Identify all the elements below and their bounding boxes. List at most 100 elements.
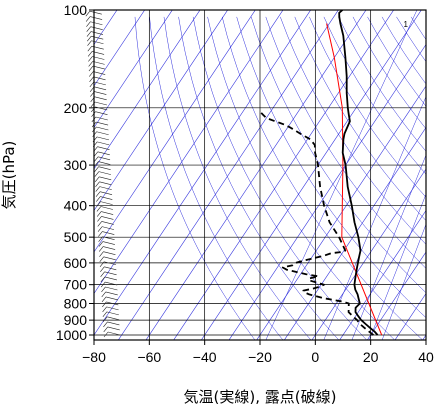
wind-barb [101, 291, 118, 298]
wind-barb [92, 136, 110, 143]
wind-barb [97, 216, 114, 222]
mixing-ratio-line [323, 95, 426, 340]
mixing-ratio-line [265, 10, 418, 340]
wind-barb [92, 131, 109, 137]
isotherm-line [311, 168, 426, 340]
reference-line-layer [326, 23, 383, 336]
wind-barb [96, 196, 113, 202]
wind-barb [99, 251, 116, 257]
mixing-ratio-label: 1 [404, 20, 409, 29]
x-axis-label: 気温(実線), 露点(破線) [184, 388, 337, 406]
wind-barb [99, 261, 117, 267]
dry-adiabat-line [236, 16, 426, 319]
wind-barb [96, 206, 113, 212]
wind-barb [103, 331, 121, 338]
dry-adiabat-line [134, 16, 256, 340]
isotherm-line [94, 10, 118, 46]
wind-barb [102, 311, 119, 318]
y-tick-label: 200 [64, 100, 88, 116]
isotherm-line [94, 10, 229, 212]
dry-adiabat-line [309, 16, 426, 198]
wind-barb [85, 16, 103, 22]
wind-barb [93, 151, 110, 158]
x-tick-label: −40 [193, 349, 217, 365]
y-axis-label: 気圧(hPa) [0, 141, 18, 210]
y-tick-label: 800 [64, 296, 88, 312]
dry-adiabat-line [410, 16, 426, 40]
wind-barb [101, 296, 119, 303]
wind-barb [88, 61, 105, 67]
dry-adiabat-line [352, 16, 426, 130]
dry-adiabat-line [280, 16, 426, 245]
y-tick-label: 500 [64, 229, 88, 245]
wind-barb [98, 236, 115, 242]
wind-barb [92, 141, 110, 148]
wind-barb [86, 26, 103, 32]
wind-barb [95, 181, 112, 187]
wind-barb [98, 241, 115, 247]
wind-barb [94, 171, 111, 177]
wind-barb [102, 306, 119, 313]
x-tick-label: 0 [311, 349, 319, 365]
isotherm-line [228, 43, 426, 340]
x-tick-label: −20 [248, 349, 272, 365]
wind-barb [95, 186, 112, 192]
mixing-ratio-line [369, 193, 426, 340]
wind-barb [98, 246, 116, 252]
wind-barb [100, 271, 117, 278]
y-tick-label: 300 [64, 157, 88, 173]
isotherm-line [94, 10, 284, 295]
dry-adiabat-line [294, 16, 426, 221]
isotherm-line [366, 251, 426, 340]
isotherm-line [94, 10, 173, 129]
isotherm-line [200, 10, 422, 340]
isotherm-line [145, 10, 367, 340]
wind-barb [90, 101, 108, 108]
dry-adiabat-line [250, 16, 426, 294]
y-tick-label: 400 [64, 198, 88, 214]
wind-barb [100, 276, 117, 283]
y-tick-label: 700 [64, 277, 88, 293]
isotherm-line [94, 10, 312, 336]
dry-adiabat-line [425, 16, 426, 18]
wind-barb [89, 76, 106, 83]
y-tick-label: 900 [64, 312, 88, 328]
wind-barb [100, 281, 118, 288]
dry-adiabat-line [265, 16, 426, 269]
wind-barb [88, 65, 106, 72]
wind-barb [100, 266, 117, 272]
x-tick-label: 20 [363, 349, 379, 365]
wind-barb [101, 286, 118, 293]
dewpoint-line [259, 110, 374, 336]
wind-barb [94, 166, 111, 172]
wind-barb [87, 40, 104, 46]
wind-barb [103, 326, 120, 333]
wind-barb [102, 301, 119, 308]
isotherm-line [283, 126, 426, 340]
dry-adiabat-line [207, 16, 396, 340]
series-layer [259, 10, 379, 336]
mixing-ratio-labels: 15101520g [404, 20, 409, 29]
dry-adiabat-line [163, 16, 312, 340]
wind-barb [87, 51, 105, 57]
x-tick-label: −80 [82, 349, 106, 365]
dry-adiabat-line [192, 16, 368, 340]
wind-barb [87, 45, 104, 52]
reference-line [326, 23, 383, 336]
wind-barb [86, 21, 103, 27]
dry-adiabat-line [221, 16, 423, 340]
wind-barb [96, 201, 113, 207]
temperature-line [338, 10, 379, 336]
y-tick-label: 1000 [56, 327, 87, 343]
plot-grid [94, 10, 426, 340]
wind-barb [89, 86, 107, 92]
isotherm-line [117, 10, 339, 340]
wind-barb [98, 231, 115, 237]
wind-barb [93, 146, 110, 152]
wind-barb [102, 316, 120, 323]
isotherm-line [94, 10, 201, 170]
wind-barbs [85, 10, 121, 338]
wind-barb [94, 176, 112, 182]
wind-barb [88, 56, 105, 62]
